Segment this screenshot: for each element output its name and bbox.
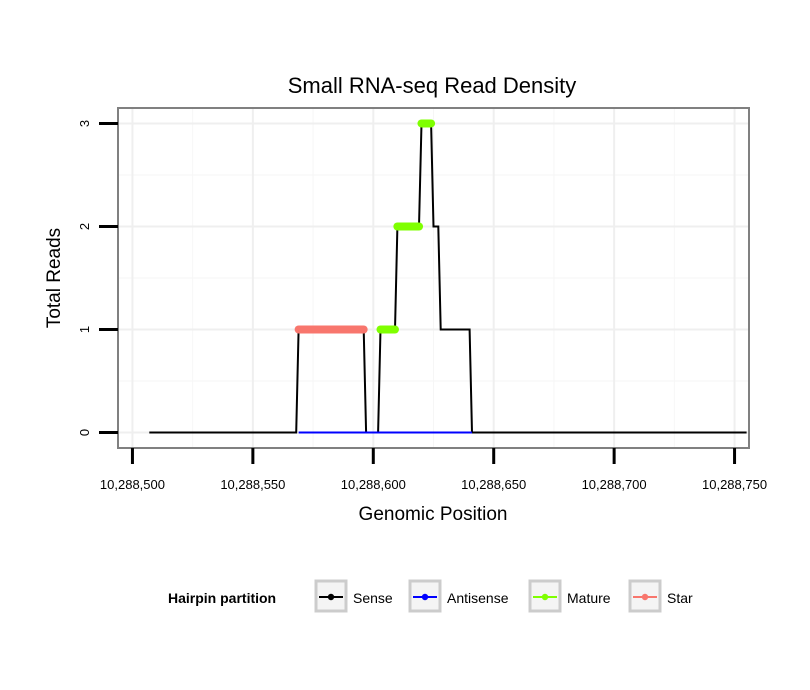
y-axis-label: Total Reads (44, 228, 65, 328)
y-axis: 0 1 2 3 (77, 120, 118, 436)
legend: Hairpin partition Sense Antisense Mature St… (168, 579, 693, 613)
legend-label: Star (667, 590, 693, 606)
legend-label: Antisense (447, 590, 509, 606)
plot-panel (118, 108, 749, 448)
x-tick-label: 10,288,700 (582, 477, 647, 492)
legend-key-dot (541, 593, 549, 601)
y-tick-label: 0 (77, 429, 92, 436)
legend-label: Mature (567, 590, 611, 606)
legend-key-dot (327, 593, 335, 601)
series-layer (117, 107, 750, 449)
x-tick-label: 10,288,750 (702, 477, 767, 492)
panel-border (117, 107, 750, 449)
x-axis-label: Genomic Position (359, 504, 508, 525)
y-tick-label: 1 (77, 326, 92, 333)
legend-key-dot (641, 593, 649, 601)
legend-title: Hairpin partition (168, 590, 276, 606)
x-tick-label: 10,288,550 (220, 477, 285, 492)
chart-title: Small RNA-seq Read Density (288, 73, 577, 98)
y-tick-label: 3 (77, 120, 92, 127)
legend-key-dot (421, 593, 429, 601)
y-tick-label: 2 (77, 223, 92, 230)
x-tick-label: 10,288,600 (341, 477, 406, 492)
legend-label: Sense (353, 590, 393, 606)
x-tick-label: 10,288,500 (100, 477, 165, 492)
x-axis: 10,288,500 10,288,550 10,288,600 10,288,650… (100, 448, 767, 492)
x-tick-label: 10,288,650 (461, 477, 526, 492)
